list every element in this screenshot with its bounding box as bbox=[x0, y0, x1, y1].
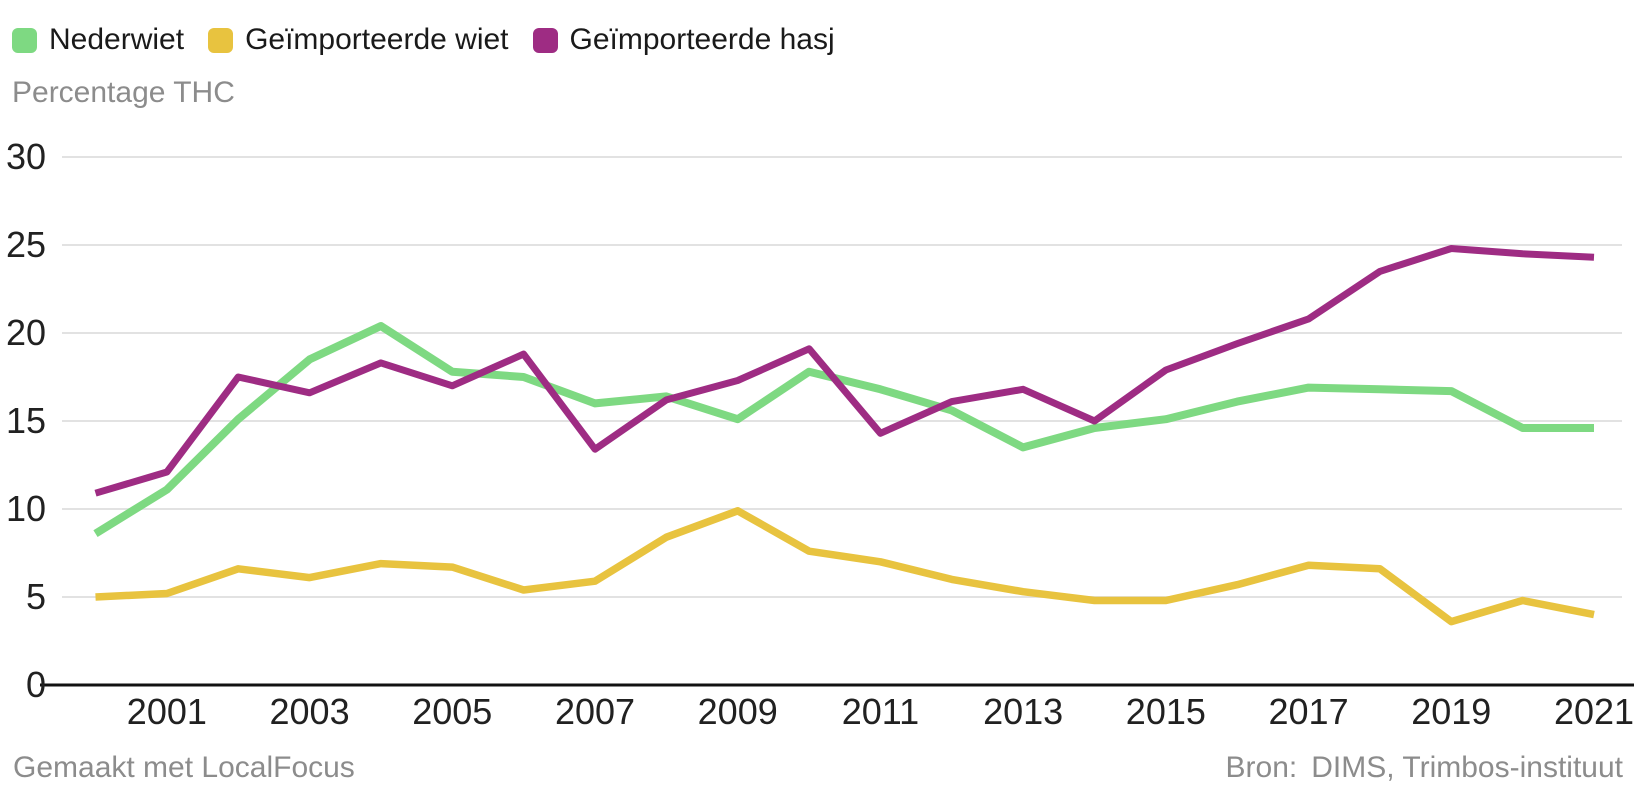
legend-label-geimporteerde-hasj: Geïmporteerde hasj bbox=[569, 23, 835, 56]
geimporteerde-wiet-swatch-icon bbox=[208, 27, 234, 53]
y-tick-label: 5 bbox=[26, 576, 46, 617]
x-tick-label: 2001 bbox=[127, 691, 207, 732]
y-tick-label: 30 bbox=[6, 136, 46, 177]
x-tick-label: 2003 bbox=[270, 691, 350, 732]
legend: Nederwiet Geïmporteerde wiet Geïmporteer… bbox=[12, 25, 835, 55]
y-tick-label: 0 bbox=[26, 664, 46, 705]
legend-label-geimporteerde-wiet: Geïmporteerde wiet bbox=[245, 23, 509, 56]
legend-item-geimporteerde-hasj: Geïmporteerde hasj bbox=[532, 23, 835, 56]
x-tick-label: 2019 bbox=[1411, 691, 1491, 732]
series-line-geimporteerde-wiet bbox=[95, 507, 1595, 626]
x-tick-label: 2021 bbox=[1554, 691, 1634, 732]
x-tick-label: 2007 bbox=[555, 691, 635, 732]
y-tick-label: 15 bbox=[6, 400, 46, 441]
geimporteerde-hasj-swatch-icon bbox=[532, 27, 558, 53]
source-value: DIMS, Trimbos-instituut bbox=[1311, 751, 1623, 784]
legend-item-geimporteerde-wiet: Geïmporteerde wiet bbox=[208, 23, 509, 56]
source-text: Bron: DIMS, Trimbos-instituut bbox=[1226, 753, 1623, 783]
legend-item-nederwiet: Nederwiet bbox=[12, 25, 184, 55]
x-tick-label: 2017 bbox=[1269, 691, 1349, 732]
y-tick-label: 10 bbox=[6, 488, 46, 529]
y-tick-label: 20 bbox=[6, 312, 46, 353]
y-tick-label: 25 bbox=[6, 224, 46, 265]
x-tick-label: 2011 bbox=[842, 691, 919, 732]
footer: Gemaakt met LocalFocus Bron: DIMS, Trimbo… bbox=[13, 753, 1623, 783]
legend-label-nederwiet: Nederwiet bbox=[49, 23, 185, 56]
series-line-geimporteerde-hasj bbox=[94, 245, 1595, 497]
x-tick-label: 2015 bbox=[1126, 691, 1206, 732]
y-axis-title: Percentage THC bbox=[12, 76, 235, 109]
nederwiet-swatch-icon bbox=[12, 27, 37, 53]
series-line-nederwiet bbox=[93, 322, 1594, 538]
source-label: Bron: bbox=[1225, 751, 1298, 784]
x-tick-label: 2013 bbox=[983, 691, 1063, 732]
x-tick-label: 2009 bbox=[698, 691, 778, 732]
x-tick-label: 2005 bbox=[412, 691, 492, 732]
credit-text: Gemaakt met LocalFocus bbox=[13, 751, 355, 784]
